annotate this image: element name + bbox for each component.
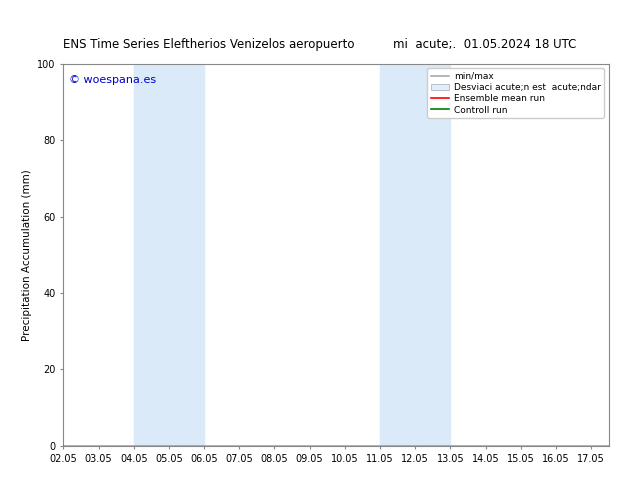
Y-axis label: Precipitation Accumulation (mm): Precipitation Accumulation (mm) (22, 169, 32, 341)
Bar (134, 64, 204, 446)
Bar (380, 64, 450, 446)
Text: ENS Time Series Eleftherios Venizelos aeropuerto: ENS Time Series Eleftherios Venizelos ae… (63, 38, 355, 51)
Legend: min/max, Desviaci acute;n est  acute;ndar, Ensemble mean run, Controll run: min/max, Desviaci acute;n est acute;ndar… (427, 68, 604, 118)
Text: © woespana.es: © woespana.es (69, 75, 156, 85)
Text: mi  acute;.  01.05.2024 18 UTC: mi acute;. 01.05.2024 18 UTC (393, 38, 576, 51)
